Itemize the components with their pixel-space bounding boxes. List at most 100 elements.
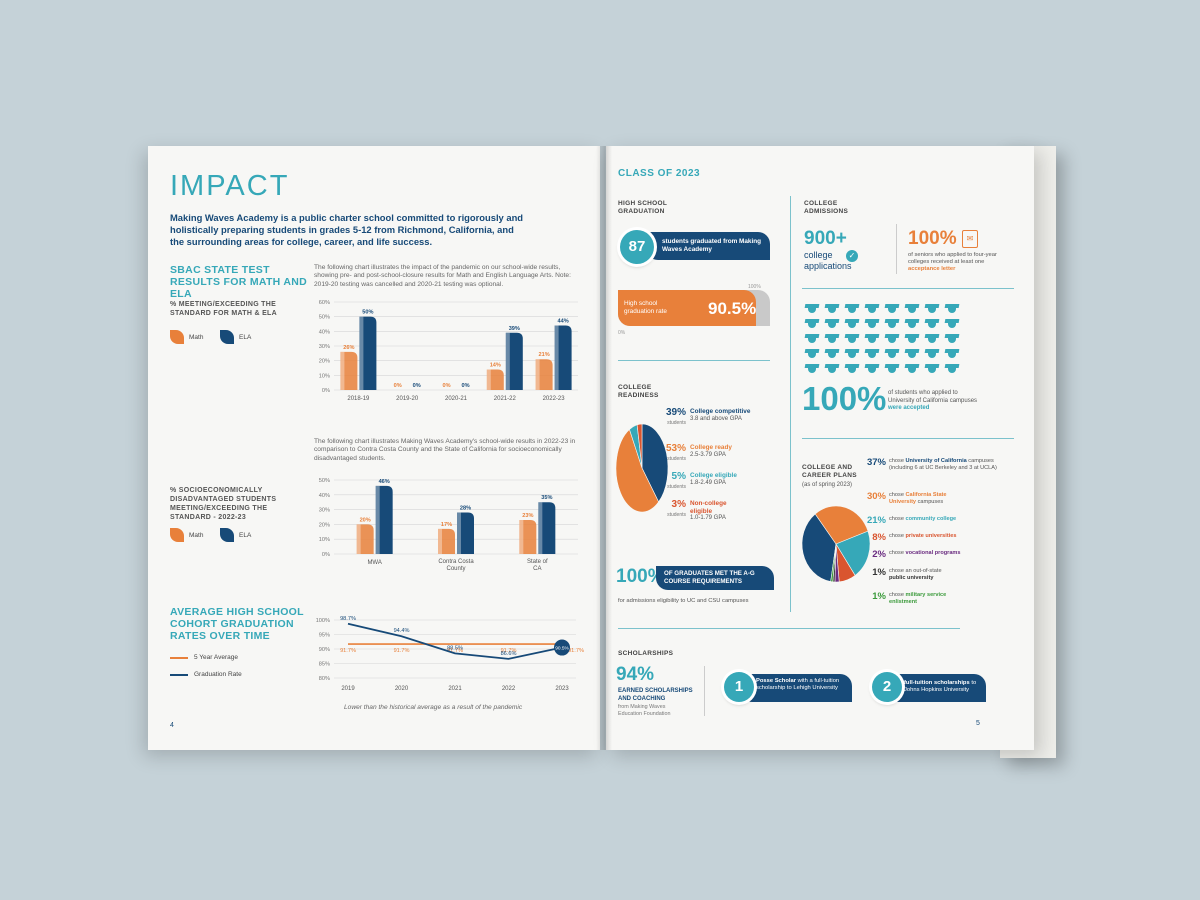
class-title: CLASS OF 2023 [618, 168, 701, 179]
graduation-cap-icon [904, 349, 920, 360]
plan-item: 21% chose community college [864, 516, 1001, 526]
plan-post: campuses (including 6 at UC Berkeley and… [889, 458, 997, 471]
ela-bar [554, 325, 572, 390]
data-label: 91.7% [501, 648, 517, 654]
bar-highlight [340, 351, 345, 390]
pie-slice [615, 428, 659, 513]
uc-desc: of students who applied to University of… [888, 390, 978, 404]
legend-ela: ELA [220, 528, 251, 542]
highlight-point [554, 639, 570, 656]
math-swatch [170, 330, 184, 344]
data-label: 20% [360, 517, 371, 523]
page-right: CLASS OF 2023 HIGH SCHOOL GRADUATION stu… [606, 146, 1034, 750]
grad-rate-label: High school graduation rate [624, 300, 667, 315]
graduation-cap-icon [884, 304, 900, 315]
applications-count: 900+ [804, 228, 847, 249]
students-count-badge: 87 [620, 230, 654, 264]
divider [802, 288, 1014, 289]
readiness-pct: 53% students [658, 444, 686, 464]
data-label: 91.7% [568, 648, 584, 654]
readiness-pct-value: 3% [671, 499, 686, 510]
plan-pre: chose [889, 458, 904, 464]
legend-label: Math [189, 531, 204, 539]
y-tick-label: 40% [319, 493, 330, 499]
math-bar [438, 528, 455, 554]
bar-highlight [486, 369, 491, 390]
grad-rate-value: 90.5% [708, 299, 757, 318]
y-tick-label: 50% [319, 315, 330, 321]
ela-bar [457, 512, 474, 554]
ela-bar [359, 316, 377, 390]
intro-text: Making Waves Academy is a public charter… [170, 212, 524, 247]
students-text: students graduated from Making Waves Aca… [662, 238, 762, 253]
ag-text: OF GRADUATES MET THE A-G COURSE REQUIREM… [664, 570, 755, 585]
plan-strong: public university [889, 575, 934, 581]
bar-highlight [356, 524, 361, 554]
math-bar [340, 351, 358, 390]
graduation-cap-icon [804, 319, 820, 330]
socio-description: The following chart illustrates Making W… [314, 438, 576, 462]
plan-pct: 37% [866, 457, 886, 468]
readiness-name: College ready [690, 444, 732, 451]
readiness-pct-value: 39% [665, 407, 686, 418]
y-tick-label: 30% [319, 508, 330, 514]
grad-rate-bar-fill [618, 290, 756, 326]
ag-pct: 100% [616, 566, 665, 587]
acceptance-highlight: acceptance letter [908, 266, 956, 272]
page-number: 5 [976, 720, 980, 727]
graduation-cap-icon [924, 319, 940, 330]
jhu-text: full-tuition scholarships to Johns Hopki… [904, 680, 984, 694]
plan-pre: chose [889, 533, 904, 539]
data-label: 46% [379, 479, 390, 485]
readiness-pct: 5% students [658, 472, 686, 492]
y-tick-label: 10% [319, 373, 330, 379]
divider [802, 438, 1014, 439]
plan-desc: chose community college [889, 516, 1001, 523]
graduation-cap-icon [924, 334, 940, 345]
page-title: IMPACT [170, 170, 290, 202]
bar-highlight [505, 332, 510, 390]
x-tick-label: 2021-22 [494, 396, 517, 402]
plan-desc: chose University of California campuses … [889, 458, 1001, 472]
readiness-desc: College ready 2.5-3.79 GPA [690, 444, 732, 459]
data-label: 0% [394, 383, 402, 389]
readiness-name: College competitive [690, 408, 751, 415]
avg-line-swatch [170, 656, 188, 659]
jhu-strong: full-tuition scholarships [904, 680, 970, 686]
grad-rate-bar-track: High school graduation rate 90.5% [618, 290, 770, 326]
graduation-cap-icon [824, 364, 840, 375]
pie-slice [641, 423, 669, 503]
plan-desc: chose vocational programs [889, 550, 1001, 557]
data-label: 0% [461, 383, 469, 389]
plan-pre: chose [889, 516, 904, 522]
legend-label: 5 Year Average [194, 654, 238, 661]
acceptance-pct: 100% [908, 228, 957, 249]
plans-pie-chart [801, 505, 871, 583]
scholar-sub: from Making Waves Education Foundation [618, 704, 671, 717]
scholar-pct: 94% [616, 664, 655, 685]
legend-math: Math [170, 528, 203, 542]
grad-note: Lower than the historical average as a r… [344, 704, 523, 711]
sbac-description: The following chart illustrates the impa… [314, 264, 571, 288]
x-tick-label: County [446, 566, 465, 572]
x-tick-label: CA [533, 566, 541, 572]
ag-banner: OF GRADUATES MET THE A-G COURSE REQUIREM… [656, 566, 774, 590]
graduation-cap-icon [844, 364, 860, 375]
readiness-item: 5% students College eligible 1.8-2.49 GPA [658, 472, 737, 492]
bar-highlight [535, 359, 540, 390]
y-tick-label: 20% [319, 522, 330, 528]
plan-pct: 1% [872, 591, 886, 602]
uc-highlight: were accepted [888, 405, 930, 411]
x-tick-label: 2022 [502, 686, 516, 692]
graduation-cap-icon [924, 304, 940, 315]
readiness-pct-sub: students [667, 512, 686, 518]
graduation-cap-icon [864, 364, 880, 375]
bar-highlight [359, 316, 364, 390]
legend-label: ELA [239, 531, 252, 539]
divider [618, 360, 770, 361]
graduation-cap-icon [904, 334, 920, 345]
verified-icon: ✓ [846, 250, 858, 262]
plan-item: 1% chose an out-of-state public universi… [864, 568, 953, 582]
bar-max-label: 100% [748, 284, 761, 290]
data-label: 14% [490, 362, 501, 368]
